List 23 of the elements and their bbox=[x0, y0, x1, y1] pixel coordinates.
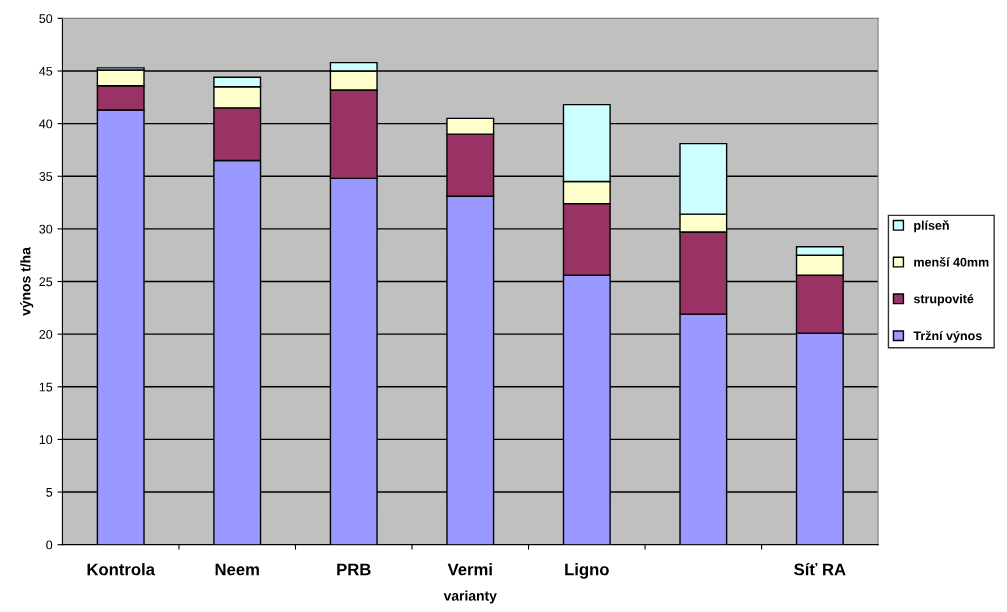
x-tick-label: Neem bbox=[215, 563, 259, 576]
y-tick-label: 50 bbox=[39, 14, 53, 24]
y-axis-title: výnos t/ha bbox=[20, 247, 34, 316]
y-tick-label: 20 bbox=[39, 329, 53, 339]
x-tick-label: Kontrola bbox=[87, 563, 156, 576]
y-tick-label: 5 bbox=[46, 487, 53, 497]
x-tick-label: Vermi bbox=[447, 563, 492, 576]
y-tick-label: 35 bbox=[39, 172, 53, 181]
x-tick-label: Ligno bbox=[565, 563, 609, 579]
y-tick-label: 40 bbox=[39, 119, 53, 129]
legend-label: plíseň bbox=[914, 220, 949, 233]
x-tick-label: PRB bbox=[337, 563, 371, 576]
y-tick-label: 25 bbox=[39, 277, 53, 287]
x-tick-label: Síť RA bbox=[794, 562, 846, 576]
y-tick-label: 45 bbox=[39, 66, 53, 76]
y-tick-label: 10 bbox=[39, 435, 53, 445]
x-axis-title: varianty bbox=[443, 590, 497, 604]
legend-label: menší 40mm bbox=[914, 257, 989, 267]
legend-label: Tržní výnos bbox=[913, 330, 982, 343]
legend-label: strupovité bbox=[913, 294, 974, 306]
y-tick-label: 30 bbox=[39, 224, 53, 234]
y-tick-label: 0 bbox=[46, 540, 53, 550]
y-tick-label: 15 bbox=[39, 382, 53, 392]
